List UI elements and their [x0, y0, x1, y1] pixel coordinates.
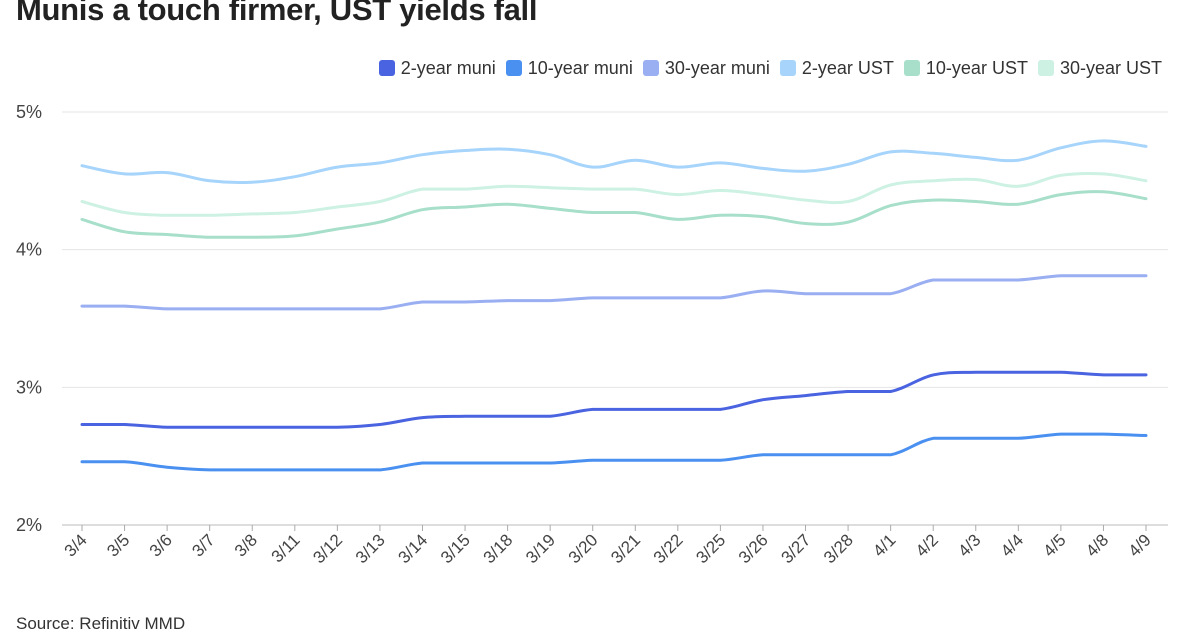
legend-label: 30-year UST [1059, 57, 1162, 78]
x-tick-label: 3/14 [394, 530, 431, 567]
source-note: Source: Refinitiv MMD [16, 614, 186, 633]
x-tick-label: 3/15 [437, 530, 474, 567]
legend-swatch [642, 60, 659, 76]
x-tick-label: 4/3 [954, 530, 984, 560]
series-line-10-year-muni [80, 432, 1148, 472]
series-line-30-year-muni [80, 274, 1148, 311]
x-tick-label: 3/4 [61, 530, 91, 560]
legend-item-30yr-ust: 30-year UST [1037, 57, 1162, 79]
legend-item-30yr-muni: 30-year muni [642, 57, 770, 79]
legend-swatch [779, 60, 796, 76]
legend-item-10yr-muni: 10-year muni [505, 57, 633, 79]
x-tick-label: 3/6 [146, 530, 176, 560]
legend-swatch [378, 60, 395, 76]
series-line-2-year-ust [80, 139, 1148, 185]
x-tick-label: 3/22 [650, 530, 687, 567]
legend-item-2yr-muni: 2-year muni [378, 57, 496, 79]
x-tick-label: 3/19 [522, 530, 559, 567]
x-tick-label: 3/20 [565, 530, 602, 567]
legend-swatch [903, 60, 920, 76]
x-tick-label: 3/8 [231, 530, 261, 560]
series-line-10-year-ust [80, 190, 1148, 239]
series-line-2-year-muni [80, 370, 1148, 429]
legend-swatch [505, 60, 522, 76]
chart-legend: 2-year muni 10-year muni 30-year muni 2-… [369, 57, 1162, 79]
x-tick-label: 3/27 [778, 530, 815, 567]
y-tick-label: 4% [16, 240, 42, 260]
x-tick-label: 3/21 [607, 530, 644, 567]
y-tick-label: 2% [16, 515, 42, 535]
chart-title: Munis a touch firmer, UST yields fall [16, 0, 538, 27]
x-tick-label: 3/26 [735, 530, 772, 567]
legend-label: 10-year UST [925, 57, 1028, 78]
x-tick-label: 3/25 [692, 530, 729, 567]
legend-label: 30-year muni [664, 57, 770, 78]
series-line-30-year-ust [80, 171, 1148, 217]
x-tick-label: 4/9 [1125, 530, 1155, 560]
x-tick-label: 3/11 [268, 530, 304, 566]
legend-item-10yr-ust: 10-year UST [903, 57, 1028, 79]
x-tick-label: 3/13 [352, 530, 389, 567]
x-tick-label: 4/8 [1082, 530, 1112, 560]
legend-label: 10-year muni [527, 57, 633, 78]
y-tick-label: 3% [16, 377, 42, 397]
x-tick-label: 4/1 [869, 530, 899, 560]
line-chart: 2%3%4%5%3/4 3/5 3/6 3/7 3/8 3/11 3/12 3/13 3/14 3… [16, 102, 1168, 567]
x-tick-label: 3/18 [480, 530, 517, 567]
x-tick-label: 3/28 [820, 530, 857, 567]
x-tick-label: 4/4 [997, 530, 1027, 560]
legend-label: 2-year muni [400, 57, 496, 78]
x-tick-label: 4/2 [912, 530, 942, 560]
x-tick-label: 3/5 [103, 530, 133, 560]
y-tick-label: 5% [16, 102, 42, 122]
x-tick-label: 4/5 [1040, 530, 1070, 560]
legend-label: 2-year UST [801, 57, 894, 78]
legend-item-2yr-ust: 2-year UST [779, 57, 894, 79]
x-tick-label: 3/12 [309, 530, 346, 567]
legend-swatch [1037, 60, 1054, 76]
x-tick-label: 3/7 [188, 530, 218, 560]
